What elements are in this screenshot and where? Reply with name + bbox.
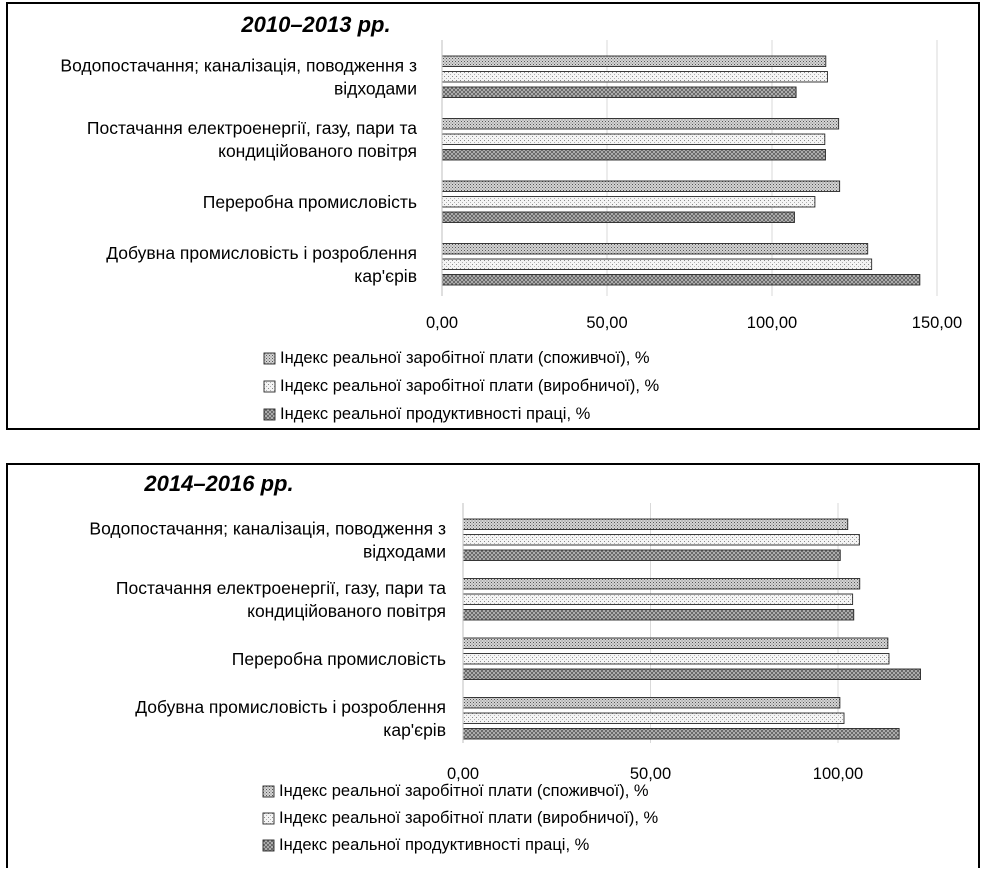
- bar: [462, 697, 841, 709]
- bar: [462, 549, 841, 561]
- legend-swatch: [263, 352, 276, 365]
- category-label: Водопостачання; каналізація, поводження …: [89, 518, 446, 538]
- bar: [462, 653, 890, 665]
- category-label: Переробна промисловість: [232, 649, 446, 669]
- x-tick-label: 100,00: [813, 765, 863, 783]
- legend-label: Індекс реальної заробітної плати (спожив…: [280, 349, 650, 367]
- legend-label: Індекс реальної продуктивності праці, %: [280, 405, 591, 423]
- bar: [441, 149, 826, 161]
- category-label: відходами: [334, 78, 417, 98]
- bar: [441, 86, 797, 98]
- bar: [462, 668, 921, 680]
- bar: [441, 258, 873, 270]
- bar: [462, 637, 889, 649]
- bar: [441, 118, 840, 130]
- bar: [441, 196, 816, 208]
- category-label: відходами: [363, 541, 446, 561]
- legend-swatch: [263, 380, 276, 393]
- legend-swatch: [263, 408, 276, 421]
- chart-title: 2010–2013 рр.: [240, 12, 390, 37]
- x-tick-label: 0,00: [426, 314, 458, 332]
- bar: [441, 243, 869, 255]
- category-label: кондиційованого повітря: [247, 601, 446, 621]
- x-tick-label: 150,00: [912, 314, 962, 332]
- legend-label: Індекс реальної продуктивності праці, %: [279, 836, 590, 854]
- chart-title: 2014–2016 рр.: [143, 471, 293, 496]
- category-label: кар'єрів: [383, 720, 446, 740]
- legend-label: Індекс реальної заробітної плати (спожив…: [279, 782, 649, 800]
- legend-swatch: [262, 785, 275, 798]
- category-label: Переробна промисловість: [203, 192, 417, 212]
- bar: [462, 518, 849, 530]
- x-tick-label: 50,00: [630, 765, 671, 783]
- category-label: Постачання електроенергії, газу, пари та: [87, 118, 417, 138]
- legend-label: Індекс реальної заробітної плати (виробн…: [280, 377, 660, 395]
- bar: [441, 71, 828, 83]
- bar: [462, 609, 855, 621]
- bar: [441, 180, 841, 192]
- bar-chart-2014-2016: 2014–2016 рр. 0,00 50,00 100,00 Водопостачан…: [89, 471, 921, 854]
- bar: [441, 55, 827, 67]
- bar: [441, 133, 826, 145]
- x-tick-label: 0,00: [447, 765, 479, 783]
- bar: [462, 593, 854, 605]
- category-label: Добувна промисловість і розроблення: [106, 243, 417, 263]
- bar: [462, 578, 861, 590]
- chart-panel-2014-2016: 2014–2016 рр. 0,00 50,00 100,00 Водопостачан…: [6, 463, 980, 868]
- bar: [462, 534, 860, 546]
- category-label: кондиційованого повітря: [218, 141, 417, 161]
- legend-swatch: [262, 839, 275, 852]
- bar: [462, 712, 845, 724]
- bar: [462, 728, 900, 740]
- category-label: Водопостачання; каналізація, поводження …: [60, 55, 417, 75]
- x-tick-label: 50,00: [586, 314, 627, 332]
- bar: [441, 211, 795, 223]
- category-label: кар'єрів: [354, 266, 417, 286]
- legend-swatch: [262, 812, 275, 825]
- legend-label: Індекс реальної заробітної плати (виробн…: [279, 809, 659, 827]
- bar-chart-2010-2013: 2010–2013 рр. 0,00 50,00 100,00 150,00 Водопо…: [60, 12, 962, 423]
- x-tick-label: 100,00: [747, 314, 797, 332]
- category-label: Добувна промисловість і розроблення: [135, 697, 446, 717]
- chart-panel-2010-2013: 2010–2013 рр. 0,00 50,00 100,00 150,00 Водопо…: [6, 2, 980, 430]
- category-label: Постачання електроенергії, газу, пари та: [116, 578, 446, 598]
- bar: [441, 274, 921, 286]
